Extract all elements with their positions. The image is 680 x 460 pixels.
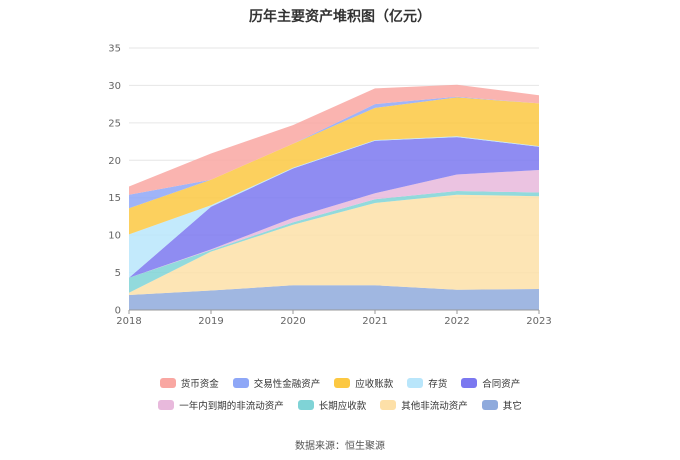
legend-row-2: 一年内到期的非流动资产 长期应收款 其他非流动资产 其它 xyxy=(0,398,680,412)
area-series[interactable] xyxy=(129,97,539,235)
legend-swatch xyxy=(232,378,249,388)
legend-item[interactable]: 交易性金融资产 xyxy=(232,376,321,390)
legend-item[interactable]: 存货 xyxy=(407,376,447,390)
legend-swatch xyxy=(334,378,351,388)
legend-item[interactable]: 一年内到期的非流动资产 xyxy=(158,398,284,412)
legend-item[interactable]: 长期应收款 xyxy=(297,398,367,412)
legend-swatch xyxy=(158,400,175,410)
data-source: 数据来源：恒生聚源 xyxy=(295,441,385,452)
y-tick-label: 25 xyxy=(108,118,121,129)
legend-swatch xyxy=(159,378,176,388)
legend-item[interactable]: 货币资金 xyxy=(159,376,219,390)
legend-label: 交易性金融资产 xyxy=(253,379,321,390)
legend-swatch xyxy=(481,400,498,410)
legend-label: 一年内到期的非流动资产 xyxy=(179,401,284,412)
legend-swatch xyxy=(380,400,397,410)
area-series[interactable] xyxy=(129,137,539,278)
y-tick-label: 10 xyxy=(108,231,121,242)
stacked-area-chart: 0 5 10 15 20 25 30 35 2018 2019 2020 2021 2022 2023 xyxy=(108,44,551,328)
area-series[interactable] xyxy=(129,285,539,310)
y-tick-label: 30 xyxy=(108,81,121,92)
legend-item[interactable]: 其他非流动资产 xyxy=(380,398,468,412)
legend-label: 其它 xyxy=(502,401,522,412)
legend-swatch xyxy=(407,378,424,388)
legend-label: 合同资产 xyxy=(482,379,521,390)
x-tick-label: 2018 xyxy=(116,316,141,327)
legend-label: 长期应收款 xyxy=(318,401,367,412)
area-series[interactable] xyxy=(129,170,539,278)
y-tick-label: 5 xyxy=(115,268,121,279)
x-tick-label: 2021 xyxy=(362,316,387,327)
chart-title: 历年主要资产堆积图（亿元） xyxy=(249,9,431,25)
legend-label: 其他非流动资产 xyxy=(401,401,468,412)
x-tick-label: 2022 xyxy=(444,316,469,327)
y-tick-label: 15 xyxy=(108,193,121,204)
legend: 货币资金 交易性金融资产 应收账款 存货 合同资产 一年内到期的非流动资产 长期应收款 其他… xyxy=(0,376,680,420)
y-tick-label: 0 xyxy=(115,306,121,317)
area-series[interactable] xyxy=(129,191,539,293)
legend-row-1: 货币资金 交易性金融资产 应收账款 存货 合同资产 xyxy=(0,376,680,390)
legend-swatch xyxy=(461,378,478,388)
legend-swatch xyxy=(297,400,314,410)
x-tick-label: 2019 xyxy=(198,316,223,327)
legend-item[interactable]: 其它 xyxy=(481,398,522,412)
area-series[interactable] xyxy=(129,194,539,295)
legend-label: 货币资金 xyxy=(180,379,219,390)
legend-label: 应收账款 xyxy=(355,379,394,390)
legend-label: 存货 xyxy=(428,379,448,390)
y-tick-label: 35 xyxy=(108,44,121,55)
legend-item[interactable]: 合同资产 xyxy=(461,376,520,390)
area-series[interactable] xyxy=(129,84,539,195)
x-tick-label: 2023 xyxy=(526,316,551,327)
legend-item[interactable]: 应收账款 xyxy=(334,376,393,390)
y-tick-label: 20 xyxy=(108,156,121,167)
x-tick-label: 2020 xyxy=(280,316,305,327)
